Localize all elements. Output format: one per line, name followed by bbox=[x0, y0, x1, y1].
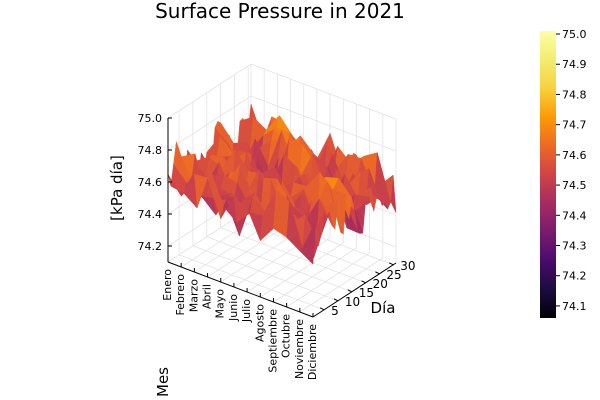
colorbar-tick-label: 74.5 bbox=[562, 179, 587, 192]
colorbar-tick-label: 74.6 bbox=[562, 149, 587, 162]
y-tick-mark bbox=[389, 262, 394, 266]
y-tick-label: 10 bbox=[345, 295, 360, 309]
y-axis-line bbox=[312, 262, 397, 318]
x-tick-label: Diciembre bbox=[306, 324, 319, 380]
x-tick-label: Marzo bbox=[187, 279, 200, 313]
colorbar bbox=[540, 31, 556, 318]
y-tick-label: 20 bbox=[373, 277, 388, 291]
colorbar-tick-label: 74.1 bbox=[562, 300, 587, 313]
x-tick-label: Abril bbox=[201, 284, 214, 309]
x-tick-label: Septiembre bbox=[266, 309, 279, 373]
x-tick-label: Enero bbox=[161, 269, 174, 301]
y-tick-mark bbox=[375, 271, 380, 275]
y-tick-mark bbox=[347, 289, 352, 293]
x-tick-label: Octubre bbox=[280, 314, 293, 358]
z-axis-title: [kPa día] bbox=[108, 155, 126, 221]
y-tick-mark bbox=[319, 307, 325, 311]
z-tick-label: 74.6 bbox=[138, 176, 163, 189]
colorbar-ticks: 74.1 74.2 74.3 74.4 74.5 74.6 74.7 74.8 74.9 75.0 bbox=[556, 28, 587, 313]
colorbar-tick-label: 74.9 bbox=[562, 58, 587, 71]
y-tick-label: 30 bbox=[400, 259, 415, 273]
colorbar-tick-label: 74.7 bbox=[562, 119, 587, 132]
tick-labels: 74.2 74.4 74.6 74.8 75.0 Enero Febrero Marzo Abr… bbox=[138, 112, 416, 380]
colorbar-tick-label: 74.2 bbox=[562, 270, 587, 283]
x-tick-label: Mayo bbox=[214, 289, 227, 319]
x-tick-label: Julio bbox=[240, 299, 253, 323]
x-axis-title: Mes bbox=[154, 367, 172, 397]
y-tick-mark bbox=[361, 280, 366, 284]
x-axis-line bbox=[167, 261, 314, 318]
surface bbox=[167, 103, 397, 265]
z-tick-label: 74.2 bbox=[138, 240, 163, 253]
y-axis-title: Día bbox=[371, 299, 396, 317]
colorbar-tick-label: 74.8 bbox=[562, 88, 587, 101]
z-tick-label: 75.0 bbox=[138, 112, 163, 125]
x-tick-label: Febrero bbox=[174, 274, 187, 316]
colorbar-tick-label: 74.3 bbox=[562, 239, 587, 252]
y-tick-label: 15 bbox=[359, 286, 374, 300]
y-tick-label: 25 bbox=[386, 268, 401, 282]
chart-title: Surface Pressure in 2021 bbox=[155, 0, 405, 23]
colorbar-tick-label: 75.0 bbox=[562, 28, 587, 41]
axes bbox=[167, 118, 397, 318]
x-tick-label: Noviembre bbox=[293, 319, 306, 379]
surface-cell bbox=[299, 221, 316, 265]
z-tick-label: 74.4 bbox=[138, 208, 163, 221]
z-tick-label: 74.8 bbox=[138, 144, 163, 157]
x-tick-label: Junio bbox=[227, 294, 240, 322]
y-tick-label: 5 bbox=[331, 304, 339, 318]
colorbar-tick-label: 74.4 bbox=[562, 209, 587, 222]
x-tick-label: Agosto bbox=[253, 304, 266, 342]
y-tick-mark bbox=[333, 298, 339, 302]
